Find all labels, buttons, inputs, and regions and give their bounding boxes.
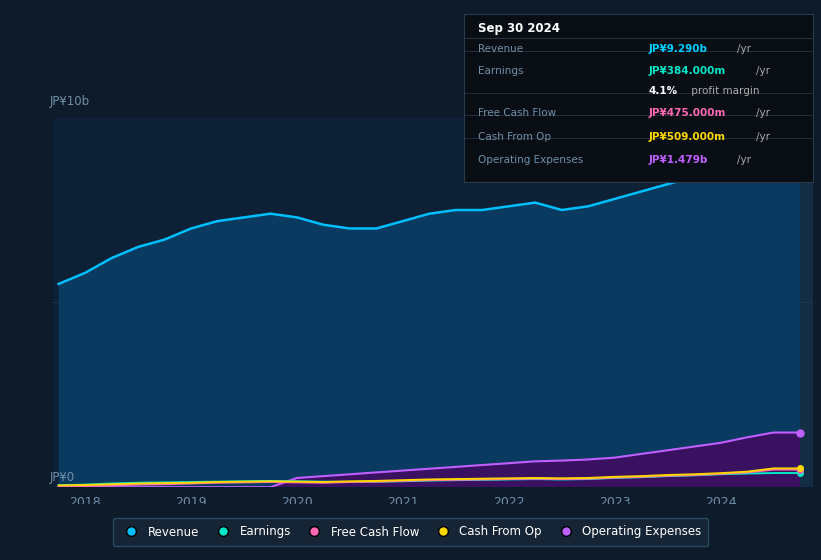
- Text: JP¥1.479b: JP¥1.479b: [649, 155, 709, 165]
- Bar: [695, 118, 816, 487]
- Text: Sep 30 2024: Sep 30 2024: [478, 22, 560, 35]
- Text: /yr: /yr: [736, 44, 750, 54]
- Text: JP¥384.000m: JP¥384.000m: [649, 66, 726, 76]
- Text: JP¥509.000m: JP¥509.000m: [649, 132, 726, 142]
- Text: Earnings: Earnings: [478, 66, 523, 76]
- Text: JP¥0: JP¥0: [49, 470, 75, 483]
- Text: JP¥10b: JP¥10b: [49, 95, 89, 109]
- Text: /yr: /yr: [756, 132, 770, 142]
- Text: 4.1%: 4.1%: [649, 86, 678, 96]
- Text: Cash From Op: Cash From Op: [478, 132, 551, 142]
- Text: /yr: /yr: [736, 155, 750, 165]
- Text: /yr: /yr: [756, 66, 770, 76]
- Text: JP¥475.000m: JP¥475.000m: [649, 108, 726, 118]
- Legend: Revenue, Earnings, Free Cash Flow, Cash From Op, Operating Expenses: Revenue, Earnings, Free Cash Flow, Cash …: [112, 519, 709, 545]
- Text: profit margin: profit margin: [688, 86, 759, 96]
- Text: Free Cash Flow: Free Cash Flow: [478, 108, 556, 118]
- Text: /yr: /yr: [756, 108, 770, 118]
- Text: JP¥9.290b: JP¥9.290b: [649, 44, 708, 54]
- Text: Revenue: Revenue: [478, 44, 523, 54]
- Text: Operating Expenses: Operating Expenses: [478, 155, 583, 165]
